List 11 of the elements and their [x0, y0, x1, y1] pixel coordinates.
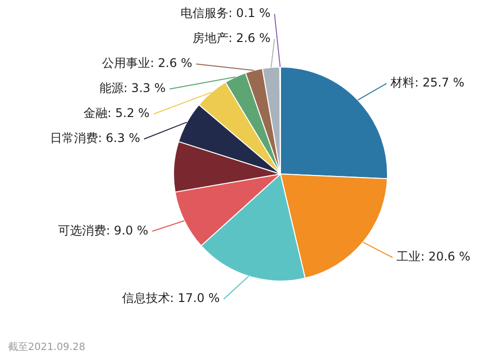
slice-label: 可选消费: 9.0 % — [58, 223, 148, 238]
slice-label: 金融: 5.2 % — [83, 106, 150, 120]
slice-label: 电信服务: 0.1 % — [180, 6, 270, 20]
slice-label: 日常消费: 6.3 % — [50, 131, 140, 146]
slice-label: 公用事业: 2.6 % — [102, 56, 192, 70]
text: 截至2021.09.28 — [8, 340, 86, 354]
slice-label: 能源: 3.3 % — [99, 81, 166, 96]
slice-label: 房地产: 2.6 % — [192, 31, 270, 46]
slice-label: 工业: 20.6 % — [396, 250, 470, 264]
slice-label: 材料: 25.7 % — [390, 76, 464, 90]
slice-label: 信息技术: 17.0 % — [122, 291, 220, 306]
